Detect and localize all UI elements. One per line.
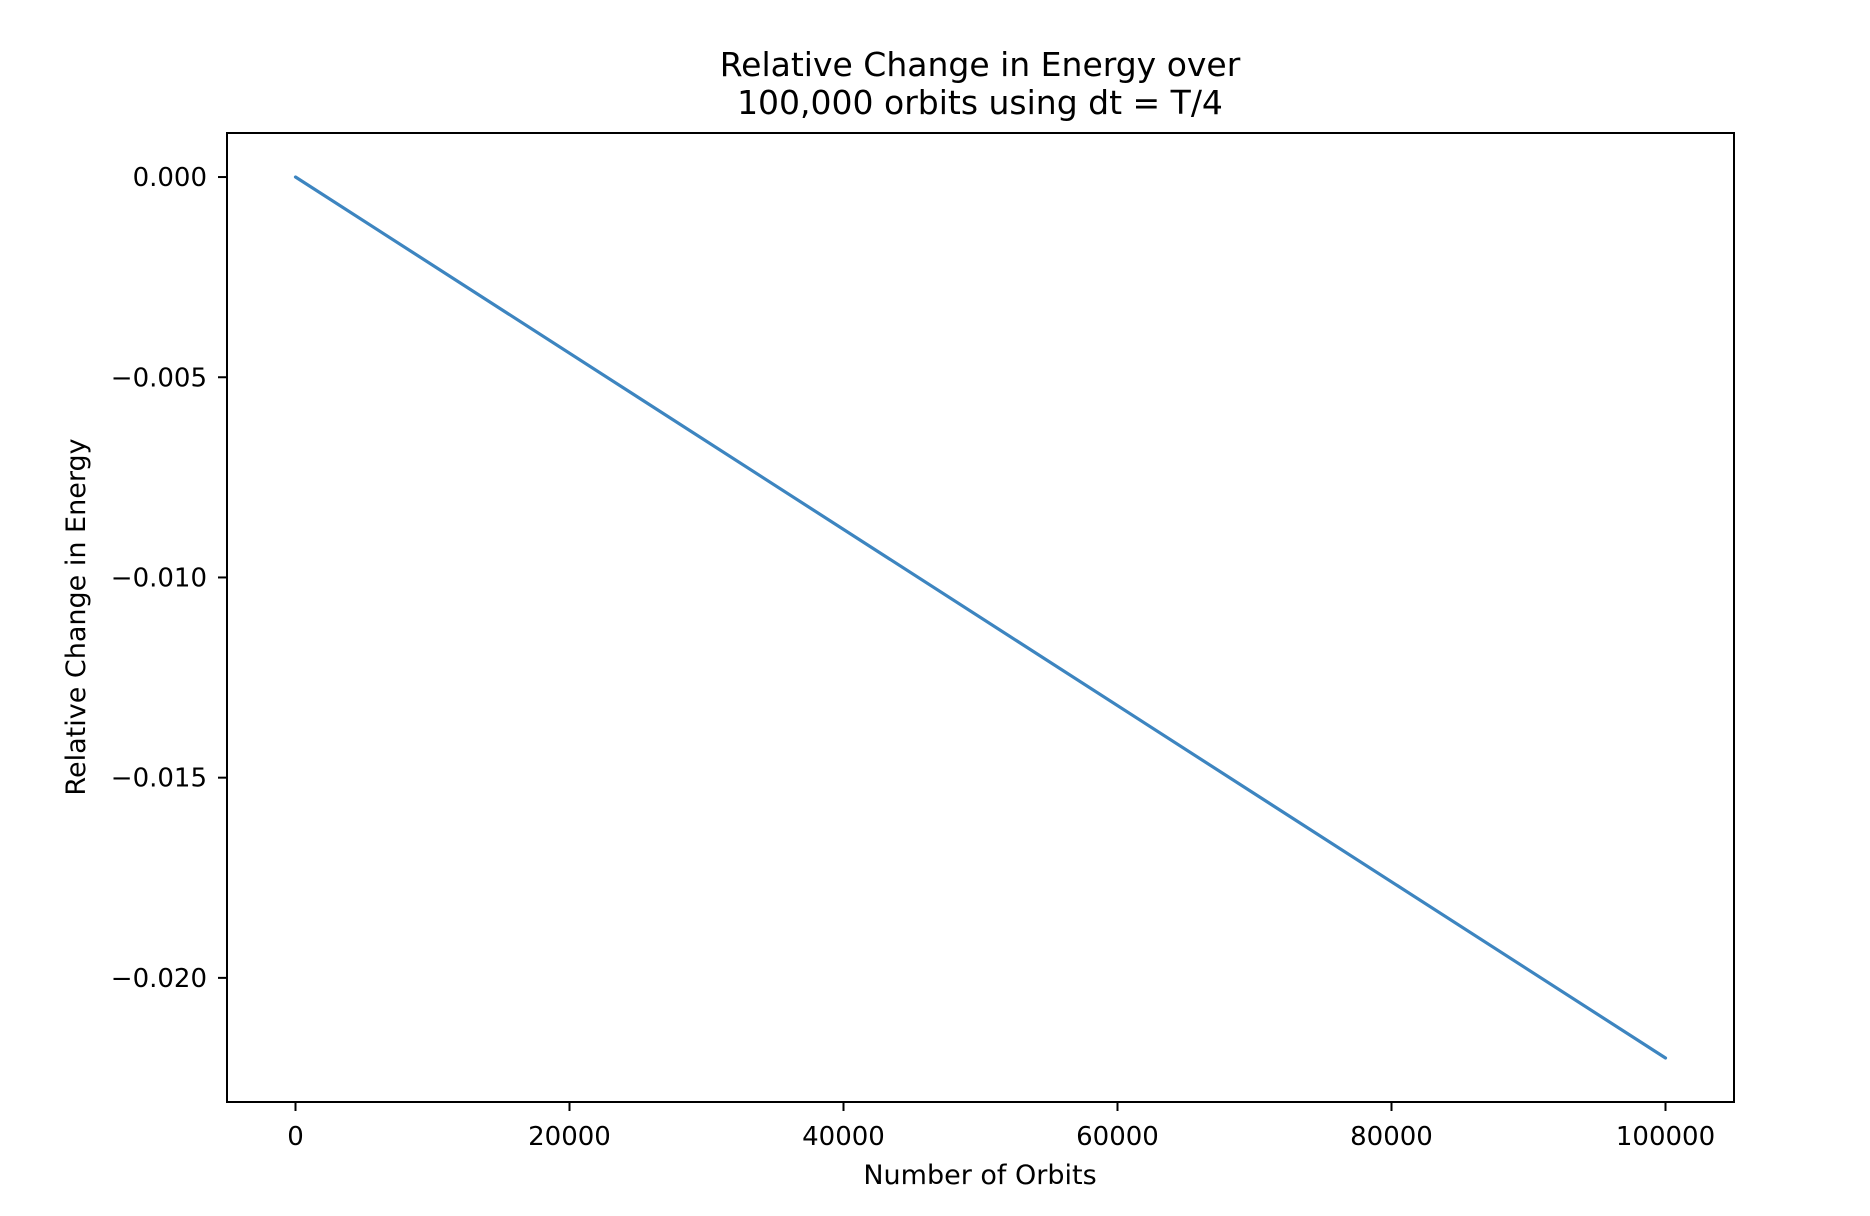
y-axis-label: Relative Change in Energy: [61, 438, 92, 795]
series-line: [293, 175, 1668, 1060]
x-tick-label: 60000: [1076, 1122, 1159, 1152]
chart-title-line-1: Relative Change in Energy over: [720, 45, 1241, 84]
chart-title-line-2: 100,000 orbits using dt = T/4: [737, 83, 1223, 122]
series-layer: [293, 175, 1668, 1060]
x-tick-label: 20000: [528, 1122, 611, 1152]
y-tick-label: −0.015: [111, 764, 207, 794]
y-axis-ticks: 0.000 −0.005 −0.010 −0.015 −0.020: [111, 163, 227, 994]
y-tick-label: −0.005: [111, 363, 207, 393]
x-tick-label: 80000: [1350, 1122, 1433, 1152]
x-tick-label: 40000: [802, 1122, 885, 1152]
x-axis-ticks: 0 20000 40000 60000 80000 100000: [287, 1102, 1715, 1152]
x-tick-label: 100000: [1616, 1122, 1715, 1152]
y-tick-label: 0.000: [133, 163, 207, 193]
y-tick-label: −0.010: [111, 563, 207, 593]
y-tick-label: −0.020: [111, 964, 207, 994]
x-tick-label: 0: [287, 1122, 304, 1152]
plot-frame: [226, 132, 1735, 1103]
x-axis-label: Number of Orbits: [863, 1160, 1096, 1191]
